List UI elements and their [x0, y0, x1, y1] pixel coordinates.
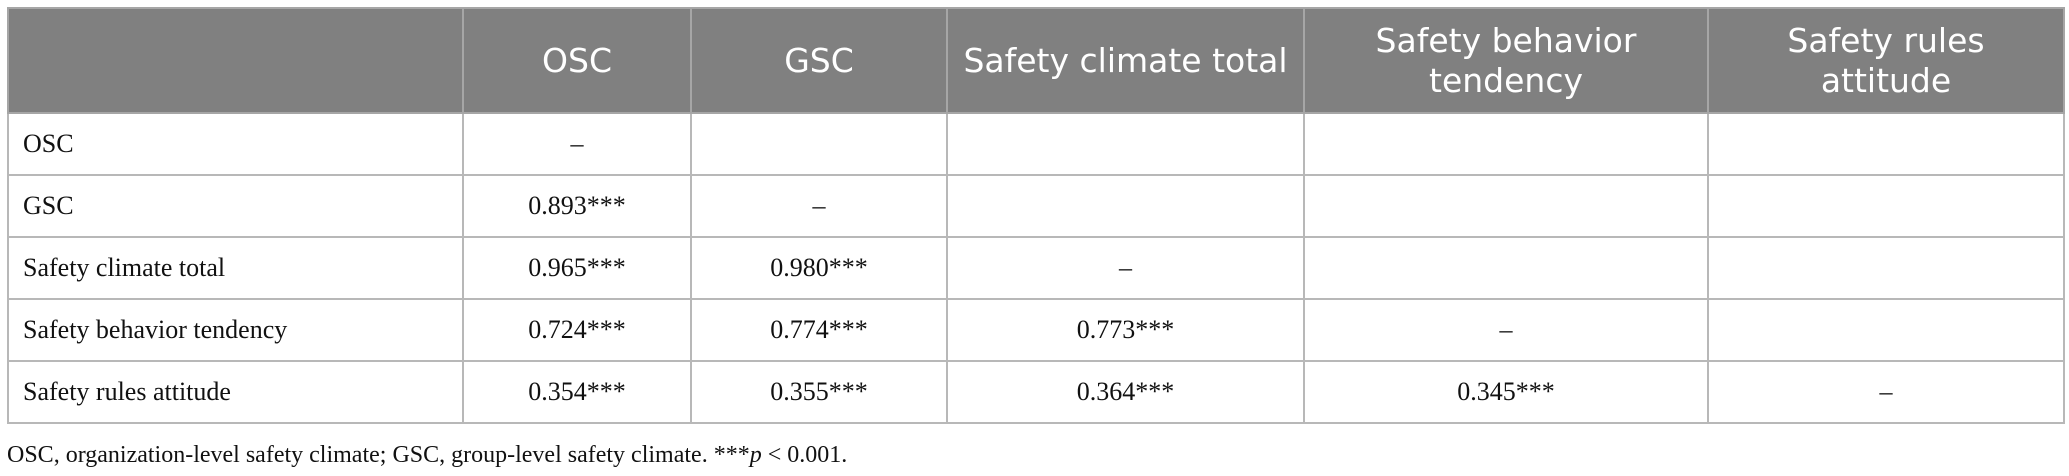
header-cell: Safety climate total [946, 7, 1305, 114]
correlation-table: OSC GSC Safety climate total Safety behavio… [7, 7, 2065, 424]
empty-cell [690, 112, 948, 176]
cell: – [1707, 360, 2065, 424]
header-cell: Safety behavior tendency [1303, 7, 1709, 114]
cell: – [690, 174, 948, 238]
cell: 0.724*** [462, 298, 692, 362]
cell: 0.980*** [690, 236, 948, 300]
row-label: GSC [7, 174, 464, 238]
cell: 0.773*** [946, 298, 1305, 362]
footnote-text: OSC, organization-level safety climate; … [7, 442, 750, 468]
empty-cell [1707, 236, 2065, 300]
header-cell: OSC [462, 7, 692, 114]
footnote: OSC, organization-level safety climate; … [7, 442, 847, 469]
empty-cell [946, 112, 1305, 176]
cell: 0.774*** [690, 298, 948, 362]
empty-cell [1707, 112, 2065, 176]
cell: – [1303, 298, 1709, 362]
footnote-italic: p [749, 442, 762, 468]
empty-cell [1707, 174, 2065, 238]
row-label: Safety rules attitude [7, 360, 464, 424]
cell: 0.364*** [946, 360, 1305, 424]
cell: 0.354*** [462, 360, 692, 424]
footnote-text: < 0.001. [761, 442, 848, 468]
header-row: OSC GSC Safety climate total Safety behavio… [7, 7, 2065, 114]
cell: – [946, 236, 1305, 300]
empty-cell [946, 174, 1305, 238]
header-cell: GSC [690, 7, 948, 114]
cell: 0.355*** [690, 360, 948, 424]
table-row: GSC 0.893*** – [7, 174, 2065, 238]
table-row: OSC – [7, 112, 2065, 176]
table-row: Safety climate total 0.965*** 0.980*** – [7, 236, 2065, 300]
empty-cell [1303, 174, 1709, 238]
row-label: OSC [7, 112, 464, 176]
cell: 0.345*** [1303, 360, 1709, 424]
row-label: Safety behavior tendency [7, 298, 464, 362]
empty-cell [1707, 298, 2065, 362]
table-row: Safety behavior tendency 0.724*** 0.774***… [7, 298, 2065, 362]
empty-cell [1303, 112, 1709, 176]
table-body: OSC – GSC 0.893*** – Safety climate total 0.96… [7, 112, 2065, 424]
table-row: Safety rules attitude 0.354*** 0.355*** 0.3… [7, 360, 2065, 424]
cell: 0.965*** [462, 236, 692, 300]
cell: – [462, 112, 692, 176]
empty-cell [1303, 236, 1709, 300]
header-cell: Safety rules attitude [1707, 7, 2065, 114]
cell: 0.893*** [462, 174, 692, 238]
row-label: Safety climate total [7, 236, 464, 300]
header-cell [7, 7, 464, 114]
